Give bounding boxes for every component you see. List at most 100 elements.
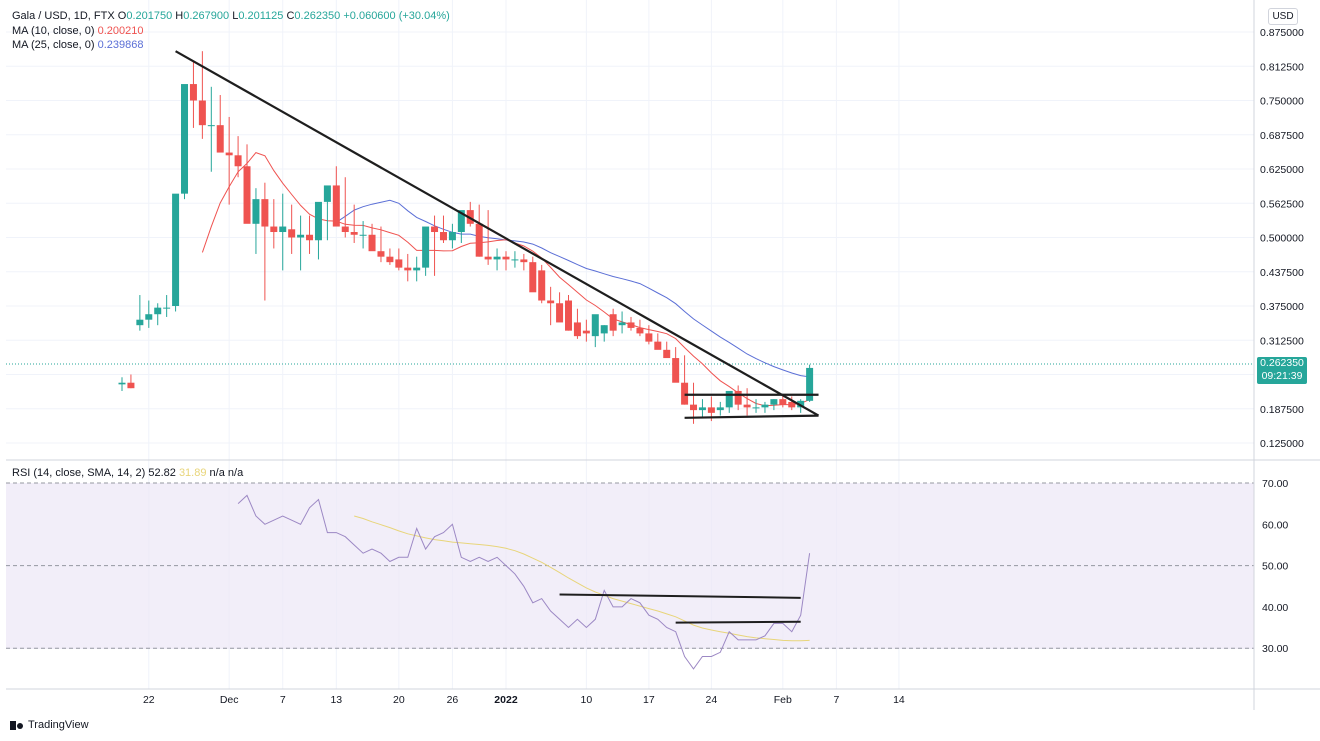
price-axis[interactable]: 0.875000 0.812500 0.750000 0.687500 0.625000… <box>1260 27 1304 450</box>
time-tick-label: 22 <box>143 694 155 706</box>
rsi-tick-label: 40.00 <box>1262 602 1288 614</box>
price-trendlines[interactable] <box>175 50 820 419</box>
candle-body <box>136 319 144 326</box>
candle-body <box>627 322 635 328</box>
price-tick-label: 0.687500 <box>1260 130 1304 142</box>
candle-body <box>341 226 349 233</box>
candle-body <box>323 185 331 202</box>
candle-body <box>377 251 385 257</box>
candle-body <box>306 234 314 241</box>
rsi-na-2: n/a <box>227 467 244 479</box>
candle-body <box>797 400 805 408</box>
trendline <box>175 50 820 417</box>
time-tick-label: 17 <box>643 694 655 706</box>
candle-body <box>591 314 599 337</box>
time-tick-label: Dec <box>220 694 239 706</box>
candle-body <box>243 166 251 224</box>
candle-body <box>663 349 671 359</box>
candle-body <box>288 229 296 238</box>
candle-body <box>359 234 367 236</box>
time-axis[interactable]: 22 Dec 7 13 20 26 2022 10 17 24 Feb 7 14 <box>143 694 905 706</box>
price-tick-label: 0.187500 <box>1260 404 1304 416</box>
time-tick-label: 14 <box>893 694 905 706</box>
candle-body <box>404 267 412 271</box>
ma25-path <box>336 199 810 378</box>
candle-body <box>770 399 778 405</box>
candle-body <box>636 327 644 334</box>
rsi-axis[interactable]: 70.00 60.00 50.00 40.00 30.00 <box>1262 478 1288 655</box>
candles <box>118 51 814 424</box>
candle-body <box>743 404 751 408</box>
tradingview-brand[interactable]: TradingView <box>10 719 89 731</box>
candle-body <box>618 322 626 326</box>
rsi-legend[interactable]: RSI (14, close, SMA, 14, 2) 52.82 31.89 … <box>12 466 243 480</box>
candle-body <box>395 259 403 268</box>
candle-body <box>475 223 483 257</box>
ma10-legend[interactable]: MA (10, close, 0) 0.200210 <box>12 24 144 38</box>
rsi-path <box>237 494 811 670</box>
candle-body <box>734 390 742 405</box>
rsi-label[interactable]: RSI (14, close, SMA, 14, 2) <box>12 467 146 479</box>
rsi-trendlines[interactable] <box>559 593 801 624</box>
candle-body <box>582 330 590 334</box>
candle-body <box>600 325 608 334</box>
candle-body <box>529 262 537 293</box>
price-tick-label: 0.562500 <box>1260 198 1304 210</box>
brand-label: TradingView <box>28 719 89 731</box>
candle-body <box>279 226 287 233</box>
ohlc-low-label: L <box>232 10 239 22</box>
ma25-value: 0.239868 <box>97 39 144 51</box>
price-tick-label: 0.625000 <box>1260 164 1304 176</box>
candle-body <box>788 401 796 408</box>
candle-body <box>716 407 724 411</box>
price-tick-label: 0.812500 <box>1260 61 1304 73</box>
rsi-tick-label: 30.00 <box>1262 643 1288 655</box>
candle-body <box>779 399 787 405</box>
candle-body <box>502 256 510 260</box>
candle-body <box>127 382 135 389</box>
candle-body <box>207 125 215 127</box>
candle-body <box>556 303 564 323</box>
price-tick-label: 0.500000 <box>1260 233 1304 245</box>
rsi-ma-value: 31.89 <box>178 467 207 479</box>
candle-body <box>225 152 233 156</box>
candle-body <box>448 232 456 241</box>
time-tick-label: 10 <box>581 694 593 706</box>
price-tick-label: 0.312500 <box>1260 335 1304 347</box>
ma10-label[interactable]: MA (10, close, 0) <box>12 25 95 37</box>
candle-body <box>690 404 698 411</box>
ohlc-low: 0.201125 <box>238 10 284 22</box>
rsi-tick-label: 60.00 <box>1262 519 1288 531</box>
symbol-legend[interactable]: Gala / USD, 1D, FTX O0.201750 H0.267900 … <box>12 9 450 23</box>
ohlc-change: +0.060600 (+30.04%) <box>343 10 450 22</box>
candle-body <box>314 201 322 241</box>
price-tick-label: 0.875000 <box>1260 27 1304 39</box>
symbol-title[interactable]: Gala / USD, 1D, FTX <box>12 10 115 22</box>
time-tick-label: 26 <box>447 694 459 706</box>
candle-body <box>439 232 447 241</box>
candle-body <box>484 256 492 260</box>
ohlc-close-label: C <box>286 10 295 22</box>
candle-body <box>493 256 501 260</box>
candle-body <box>457 210 465 233</box>
ohlc-high: 0.267900 <box>183 10 230 22</box>
ma25-legend[interactable]: MA (25, close, 0) 0.239868 <box>12 38 144 52</box>
rsi-tick-label: 50.00 <box>1262 561 1288 573</box>
candle-body <box>725 390 733 408</box>
rsi-lines <box>237 494 811 670</box>
candle-body <box>538 270 546 301</box>
time-tick-label: 24 <box>706 694 718 706</box>
price-tick-label: 0.750000 <box>1260 96 1304 108</box>
last-price-value: 0.262350 <box>1260 357 1304 369</box>
currency-button[interactable]: USD <box>1268 8 1298 25</box>
candle-body <box>645 333 653 342</box>
ma25-label[interactable]: MA (25, close, 0) <box>12 39 95 51</box>
candle-body <box>752 407 760 409</box>
candle-body <box>189 84 197 101</box>
tradingview-logo-icon <box>10 720 24 730</box>
candle-body <box>252 199 260 224</box>
ohlc-open: 0.201750 <box>126 10 173 22</box>
time-tick-label: 20 <box>393 694 405 706</box>
last-price-tag: 0.262350 09:21:39 <box>1257 357 1307 384</box>
